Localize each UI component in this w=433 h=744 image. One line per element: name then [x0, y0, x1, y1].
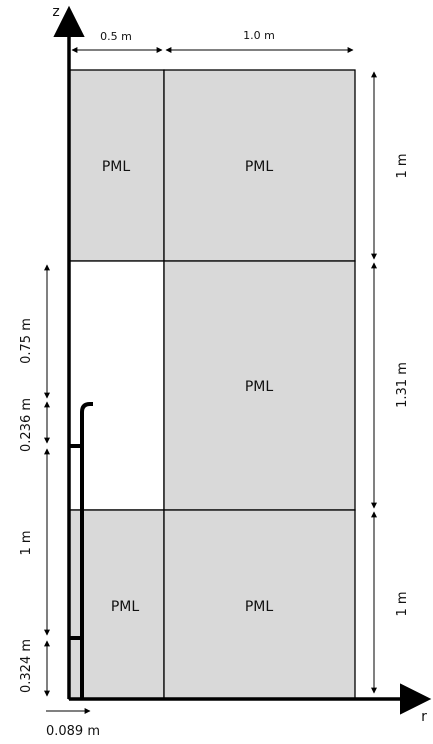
- dim-label-left-d4: 0.324 m: [19, 639, 34, 693]
- dim-label-outer-width: 1.0 m: [243, 29, 275, 42]
- dim-label-right-bottom: 1 m: [395, 591, 410, 616]
- dim-label-inner-width: 0.5 m: [100, 30, 132, 43]
- z-axis-label: z: [52, 4, 59, 20]
- pml-region-middle-right: [163, 260, 356, 511]
- pml-label-bottom-right: PML: [245, 599, 274, 615]
- r-axis-label: r: [421, 709, 427, 725]
- pml-region-top-right: [163, 69, 356, 262]
- dim-label-left-d3: 1 m: [19, 530, 34, 555]
- pml-region-bottom-right: [163, 509, 356, 700]
- dim-label-right-middle: 1.31 m: [395, 362, 410, 408]
- pml-label-top-right: PML: [245, 159, 274, 175]
- dim-label-bottom-offset: 0.089 m: [46, 724, 100, 739]
- dim-label-right-top: 1 m: [395, 153, 410, 178]
- dim-label-left-d2: 0.236 m: [19, 398, 34, 452]
- pml-region-top-left: [68, 69, 165, 262]
- domain-region-open: [68, 260, 165, 511]
- antenna-structure: [80, 402, 93, 699]
- pml-label-middle-right: PML: [245, 379, 274, 395]
- dim-label-left-d1: 0.75 m: [19, 318, 34, 364]
- pml-label-top-left: PML: [102, 159, 131, 175]
- pml-label-bottom-left: PML: [111, 599, 140, 615]
- pml-region-bottom-left: [68, 509, 165, 700]
